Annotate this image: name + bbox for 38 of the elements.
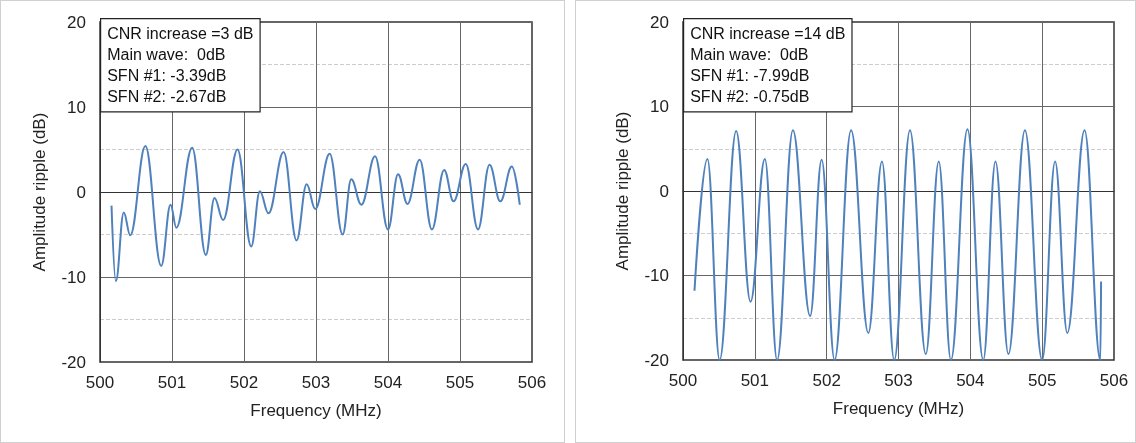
annotation: SFN #2: -0.75dB	[690, 88, 810, 106]
y-tick-label: 10	[650, 97, 669, 116]
y-axis-title: Amplitude ripple (dB)	[613, 111, 632, 271]
annotation: SFN #1: -7.99dB	[690, 67, 810, 85]
annotation: SFN #2: -2.67dB	[107, 88, 227, 106]
x-tick-label: 505	[445, 373, 475, 392]
x-tick-label: 506	[1099, 371, 1129, 390]
annotation: Main wave: 0dB	[107, 46, 226, 64]
x-tick-label: 504	[373, 373, 403, 392]
y-tick-label: -20	[644, 350, 669, 370]
annotation: CNR increase =14 dB	[690, 25, 846, 43]
x-tick-label: 506	[517, 373, 547, 392]
line-series	[693, 128, 1103, 361]
y-tick-label: -10	[61, 267, 86, 287]
x-axis-title: Frequency (MHz)	[250, 401, 382, 420]
x-tick-label: 502	[812, 371, 841, 390]
x-tick-label: 505	[1027, 371, 1057, 390]
annotation: Main wave: 0dB	[690, 46, 809, 64]
y-tick-label: -10	[644, 266, 669, 285]
annotation: SFN #1: -3.39dB	[107, 67, 227, 85]
y-axis-title: Amplitude ripple (dB)	[30, 112, 49, 272]
y-tick-label: 10	[67, 97, 86, 117]
y-tick-label: 0	[76, 182, 86, 202]
y-tick-label: 0	[659, 181, 669, 201]
x-tick-label: 502	[229, 373, 259, 392]
x-tick-label: 500	[85, 373, 115, 392]
line-series	[110, 145, 521, 283]
x-tick-label: 503	[301, 373, 331, 392]
y-tick-label: -20	[61, 352, 86, 372]
x-tick-label: 503	[884, 371, 913, 390]
annotation: CNR increase =3 dB	[107, 25, 254, 43]
x-tick-label: 501	[157, 373, 187, 392]
x-tick-label: 501	[740, 371, 770, 390]
y-tick-label: 20	[67, 12, 86, 32]
x-tick-label: 500	[668, 371, 698, 390]
y-tick-label: 20	[650, 12, 669, 32]
x-axis-title: Frequency (MHz)	[832, 399, 965, 418]
x-tick-label: 504	[956, 371, 985, 390]
